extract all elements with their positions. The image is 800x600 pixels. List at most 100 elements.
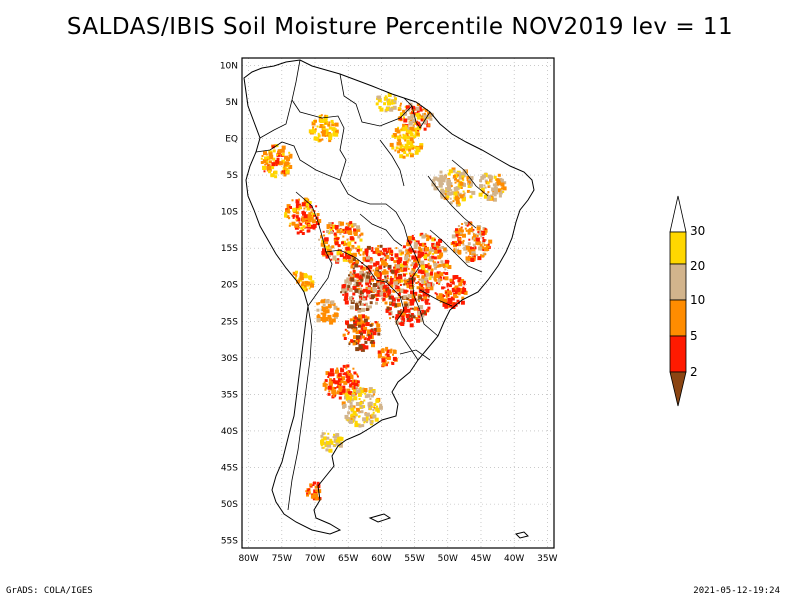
shade-cell [344, 287, 348, 292]
shade-cell [427, 306, 431, 310]
shade-cell [420, 260, 425, 265]
shade-cell [347, 244, 351, 248]
shade-cell [424, 233, 427, 236]
shade-cell [415, 262, 417, 265]
shade-cell [455, 196, 459, 201]
shade-cell [366, 275, 371, 280]
shade-cell [321, 432, 325, 436]
shade-cell [403, 116, 405, 119]
shade-cell [299, 222, 303, 226]
shade-cell [493, 186, 498, 191]
shade-cell [435, 293, 438, 296]
shade-cell [414, 273, 418, 277]
shade-cell [365, 271, 369, 275]
shade-cell [352, 389, 356, 393]
shade-cell [487, 174, 492, 179]
shade-cell [342, 385, 346, 389]
shade-cell [276, 157, 280, 161]
shade-cell [388, 307, 392, 311]
shade-cell [370, 405, 373, 408]
shade-cell [383, 292, 386, 296]
shade-cell [476, 234, 479, 237]
shade-cell [348, 419, 353, 424]
shade-cell [395, 296, 399, 300]
shade-cell [445, 295, 448, 298]
legend-label-2: 2 [690, 365, 698, 379]
shade-cell [416, 115, 421, 120]
shade-cell [331, 123, 335, 127]
shade-cell [394, 316, 398, 320]
shade-cell [355, 407, 360, 412]
shade-cell [327, 443, 332, 448]
shade-cell [342, 258, 346, 262]
shade-cell [419, 108, 423, 112]
shade-cell [408, 120, 411, 123]
shade-cell [342, 256, 347, 261]
shade-cell [353, 284, 357, 288]
shade-cell [372, 414, 377, 419]
shade-cell [373, 283, 377, 287]
shade-cell [308, 275, 312, 279]
shade-cell [370, 290, 373, 293]
shade-cell [377, 280, 380, 283]
shade-cell [363, 421, 366, 424]
shade-cell [266, 156, 271, 161]
shade-cell [345, 248, 348, 250]
shade-cell [351, 327, 354, 330]
shade-cell [308, 212, 312, 216]
shade-cell [351, 274, 354, 277]
shade-cell [381, 260, 386, 265]
shade-cell [410, 270, 414, 274]
shade-cell [400, 315, 405, 320]
shade-cell [468, 246, 472, 250]
lat-tick-label: 30S [221, 354, 238, 364]
shade-cell [437, 261, 440, 264]
shade-cell [317, 134, 321, 138]
shade-cell [361, 424, 365, 428]
shade-cell [344, 292, 349, 297]
shade-cell [341, 241, 344, 245]
shade-cell [436, 282, 438, 285]
shade-cell [299, 271, 302, 274]
shade-cell [460, 172, 464, 176]
shade-cell [480, 187, 485, 192]
shade-cell [424, 270, 429, 275]
shade-cell [346, 364, 350, 368]
shade-cell [275, 159, 280, 164]
shade-cell [358, 314, 362, 319]
shade-cell [419, 284, 424, 288]
shade-cell [369, 398, 372, 400]
shade-cell [363, 318, 368, 323]
shade-cell [342, 373, 345, 376]
shade-cell [441, 246, 445, 249]
shade-cell [331, 222, 334, 225]
shade-cell [397, 262, 400, 266]
shade-cell [410, 152, 413, 155]
shade-cell [358, 317, 363, 322]
shade-cell [410, 144, 413, 148]
shade-cell [336, 237, 340, 241]
shade-cell [476, 241, 481, 246]
shade-cell [467, 180, 472, 185]
shade-cell [301, 281, 305, 285]
shade-cell [320, 114, 323, 117]
shade-cell [395, 247, 398, 250]
shade-cell [438, 282, 441, 285]
shade-cell [484, 186, 487, 189]
lon-tick-label: 65W [338, 554, 358, 564]
shade-cell [347, 241, 352, 246]
shade-cell [319, 124, 324, 128]
shade-cell [392, 315, 395, 318]
shade-cell [389, 309, 392, 312]
shade-cell [404, 119, 407, 122]
shade-cell [312, 223, 317, 228]
shade-cell [484, 247, 488, 252]
shade-cell [442, 263, 446, 267]
shade-cell [318, 114, 322, 118]
shade-cell [420, 298, 424, 302]
shade-cell [339, 387, 343, 391]
shade-cell [393, 266, 396, 269]
shade-cell [396, 135, 401, 140]
shade-cell [383, 278, 388, 283]
shade-cell [413, 245, 418, 250]
